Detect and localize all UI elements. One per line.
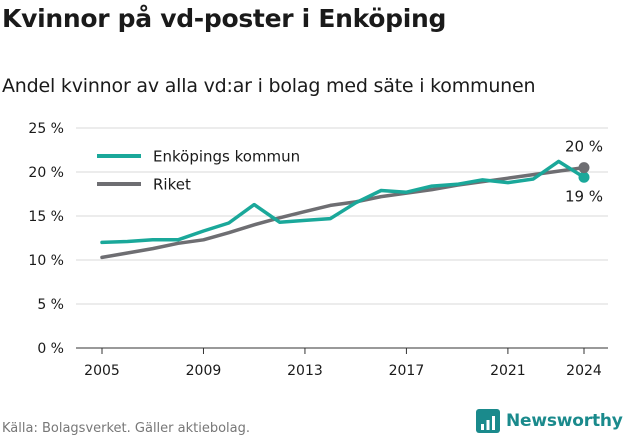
legend-layer: Enköpings kommun Riket [97,148,300,194]
chart-subtitle: Andel kvinnor av alla vd:ar i bolag med … [2,75,536,97]
y-tick-label: 15 % [28,209,64,225]
series-line-enkoping [100,159,586,245]
source-note: Källa: Bolagsverket. Gäller aktiebolag. [2,421,251,436]
brand-logo: Newsworthy [476,409,623,433]
y-tick-label: 5 % [37,297,64,313]
end-label-riket: 20 % [565,138,603,156]
x-tick-label: 2017 [389,363,425,379]
grid-layer [76,127,608,349]
end-marker-enkoping [578,171,590,183]
x-tick-label: 2009 [186,363,222,379]
chart-title: Kvinnor på vd-poster i Enköping [2,4,447,33]
legend-label-enkoping: Enköpings kommun [153,148,300,166]
x-tick-label: 2024 [566,363,602,379]
axis-layer: 0 % 5 % 10 % 15 % 20 % 25 % 2005 2009 2013 2017 20… [28,121,601,379]
y-tick-label: 10 % [28,253,64,269]
x-tick-label: 2005 [84,363,120,379]
end-label-enkoping: 19 % [565,187,603,205]
series-layer [100,159,590,260]
newsworthy-logo-icon [476,409,500,433]
x-tick-label: 2021 [490,363,526,379]
brand-name: Newsworthy [506,411,623,431]
y-tick-label: 20 % [28,165,64,181]
label-layer: 19 % 20 % [565,138,603,206]
end-marker-riket [578,162,590,174]
x-tick-label: 2013 [287,363,323,379]
legend-label-riket: Riket [153,176,191,194]
y-tick-label: 25 % [28,121,64,137]
series-line-riket [100,165,586,260]
y-tick-label: 0 % [37,341,64,357]
